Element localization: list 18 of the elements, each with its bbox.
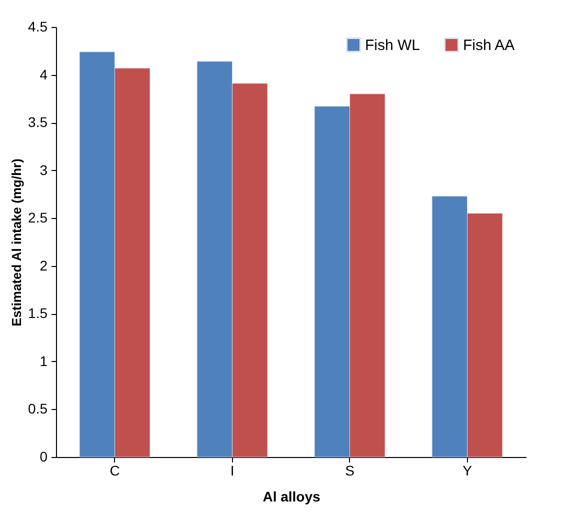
x-tick-label: S bbox=[345, 462, 354, 478]
legend-label: Fish AA bbox=[463, 36, 515, 54]
y-tick-label: 0 bbox=[40, 448, 48, 464]
legend-label: Fish WL bbox=[365, 36, 420, 54]
y-tick-label: 4.5 bbox=[28, 18, 48, 34]
y-tick-label: 2.5 bbox=[28, 210, 48, 226]
y-tick-label: 0.5 bbox=[28, 400, 48, 417]
x-tick-label: I bbox=[230, 462, 234, 478]
y-tick-label: 2 bbox=[40, 257, 48, 274]
y-tick-label: 3.5 bbox=[28, 114, 48, 130]
y-tick-label: 4 bbox=[40, 66, 48, 82]
y-tick-label: 1 bbox=[40, 352, 48, 369]
y-axis-title: Estimated Al intake (mg/hr) bbox=[9, 158, 24, 326]
x-axis-title: Al alloys bbox=[262, 488, 320, 504]
x-tick-label: Y bbox=[462, 462, 473, 478]
y-tick-label: 1.5 bbox=[28, 305, 48, 322]
x-tick-label: C bbox=[110, 462, 120, 478]
y-tick-label: 3 bbox=[40, 162, 48, 178]
